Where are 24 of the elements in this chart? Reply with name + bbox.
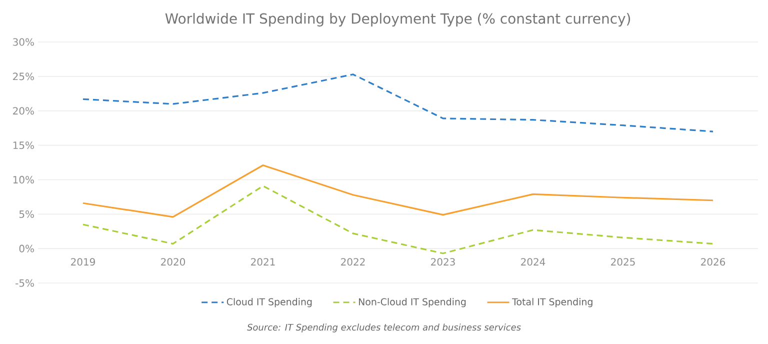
legend-label: Total IT Spending (512, 298, 592, 308)
y-tick-label: 20% (13, 107, 34, 115)
x-tick-label: 2019 (71, 258, 95, 266)
source-note: Source: IT Spending excludes telecom and business services (247, 324, 521, 332)
y-tick-label: 15% (13, 142, 34, 150)
x-tick-label: 2022 (341, 258, 365, 266)
x-tick-label: 2026 (701, 258, 726, 266)
x-tick-label: 2024 (521, 258, 546, 266)
x-tick-label: 2021 (251, 258, 275, 266)
y-tick-label: 5% (19, 210, 34, 218)
y-tick-label: 0% (19, 244, 34, 252)
y-tick-label: 30% (13, 38, 34, 46)
y-tick-label: -5% (16, 279, 34, 287)
chart-title: Worldwide IT Spending by Deployment Type (% constant currency) (165, 13, 630, 27)
x-tick-label: 2025 (611, 258, 635, 266)
y-tick-label: 10% (13, 176, 34, 184)
legend-label: Cloud IT Spending (226, 298, 312, 308)
line-series (82, 164, 714, 218)
line-series (82, 74, 714, 132)
x-tick-label: 2023 (431, 258, 455, 266)
y-tick-label: 25% (13, 72, 34, 80)
line-series (82, 185, 714, 254)
x-tick-label: 2020 (161, 258, 186, 266)
legend-label: Non-Cloud IT Spending (358, 298, 466, 308)
